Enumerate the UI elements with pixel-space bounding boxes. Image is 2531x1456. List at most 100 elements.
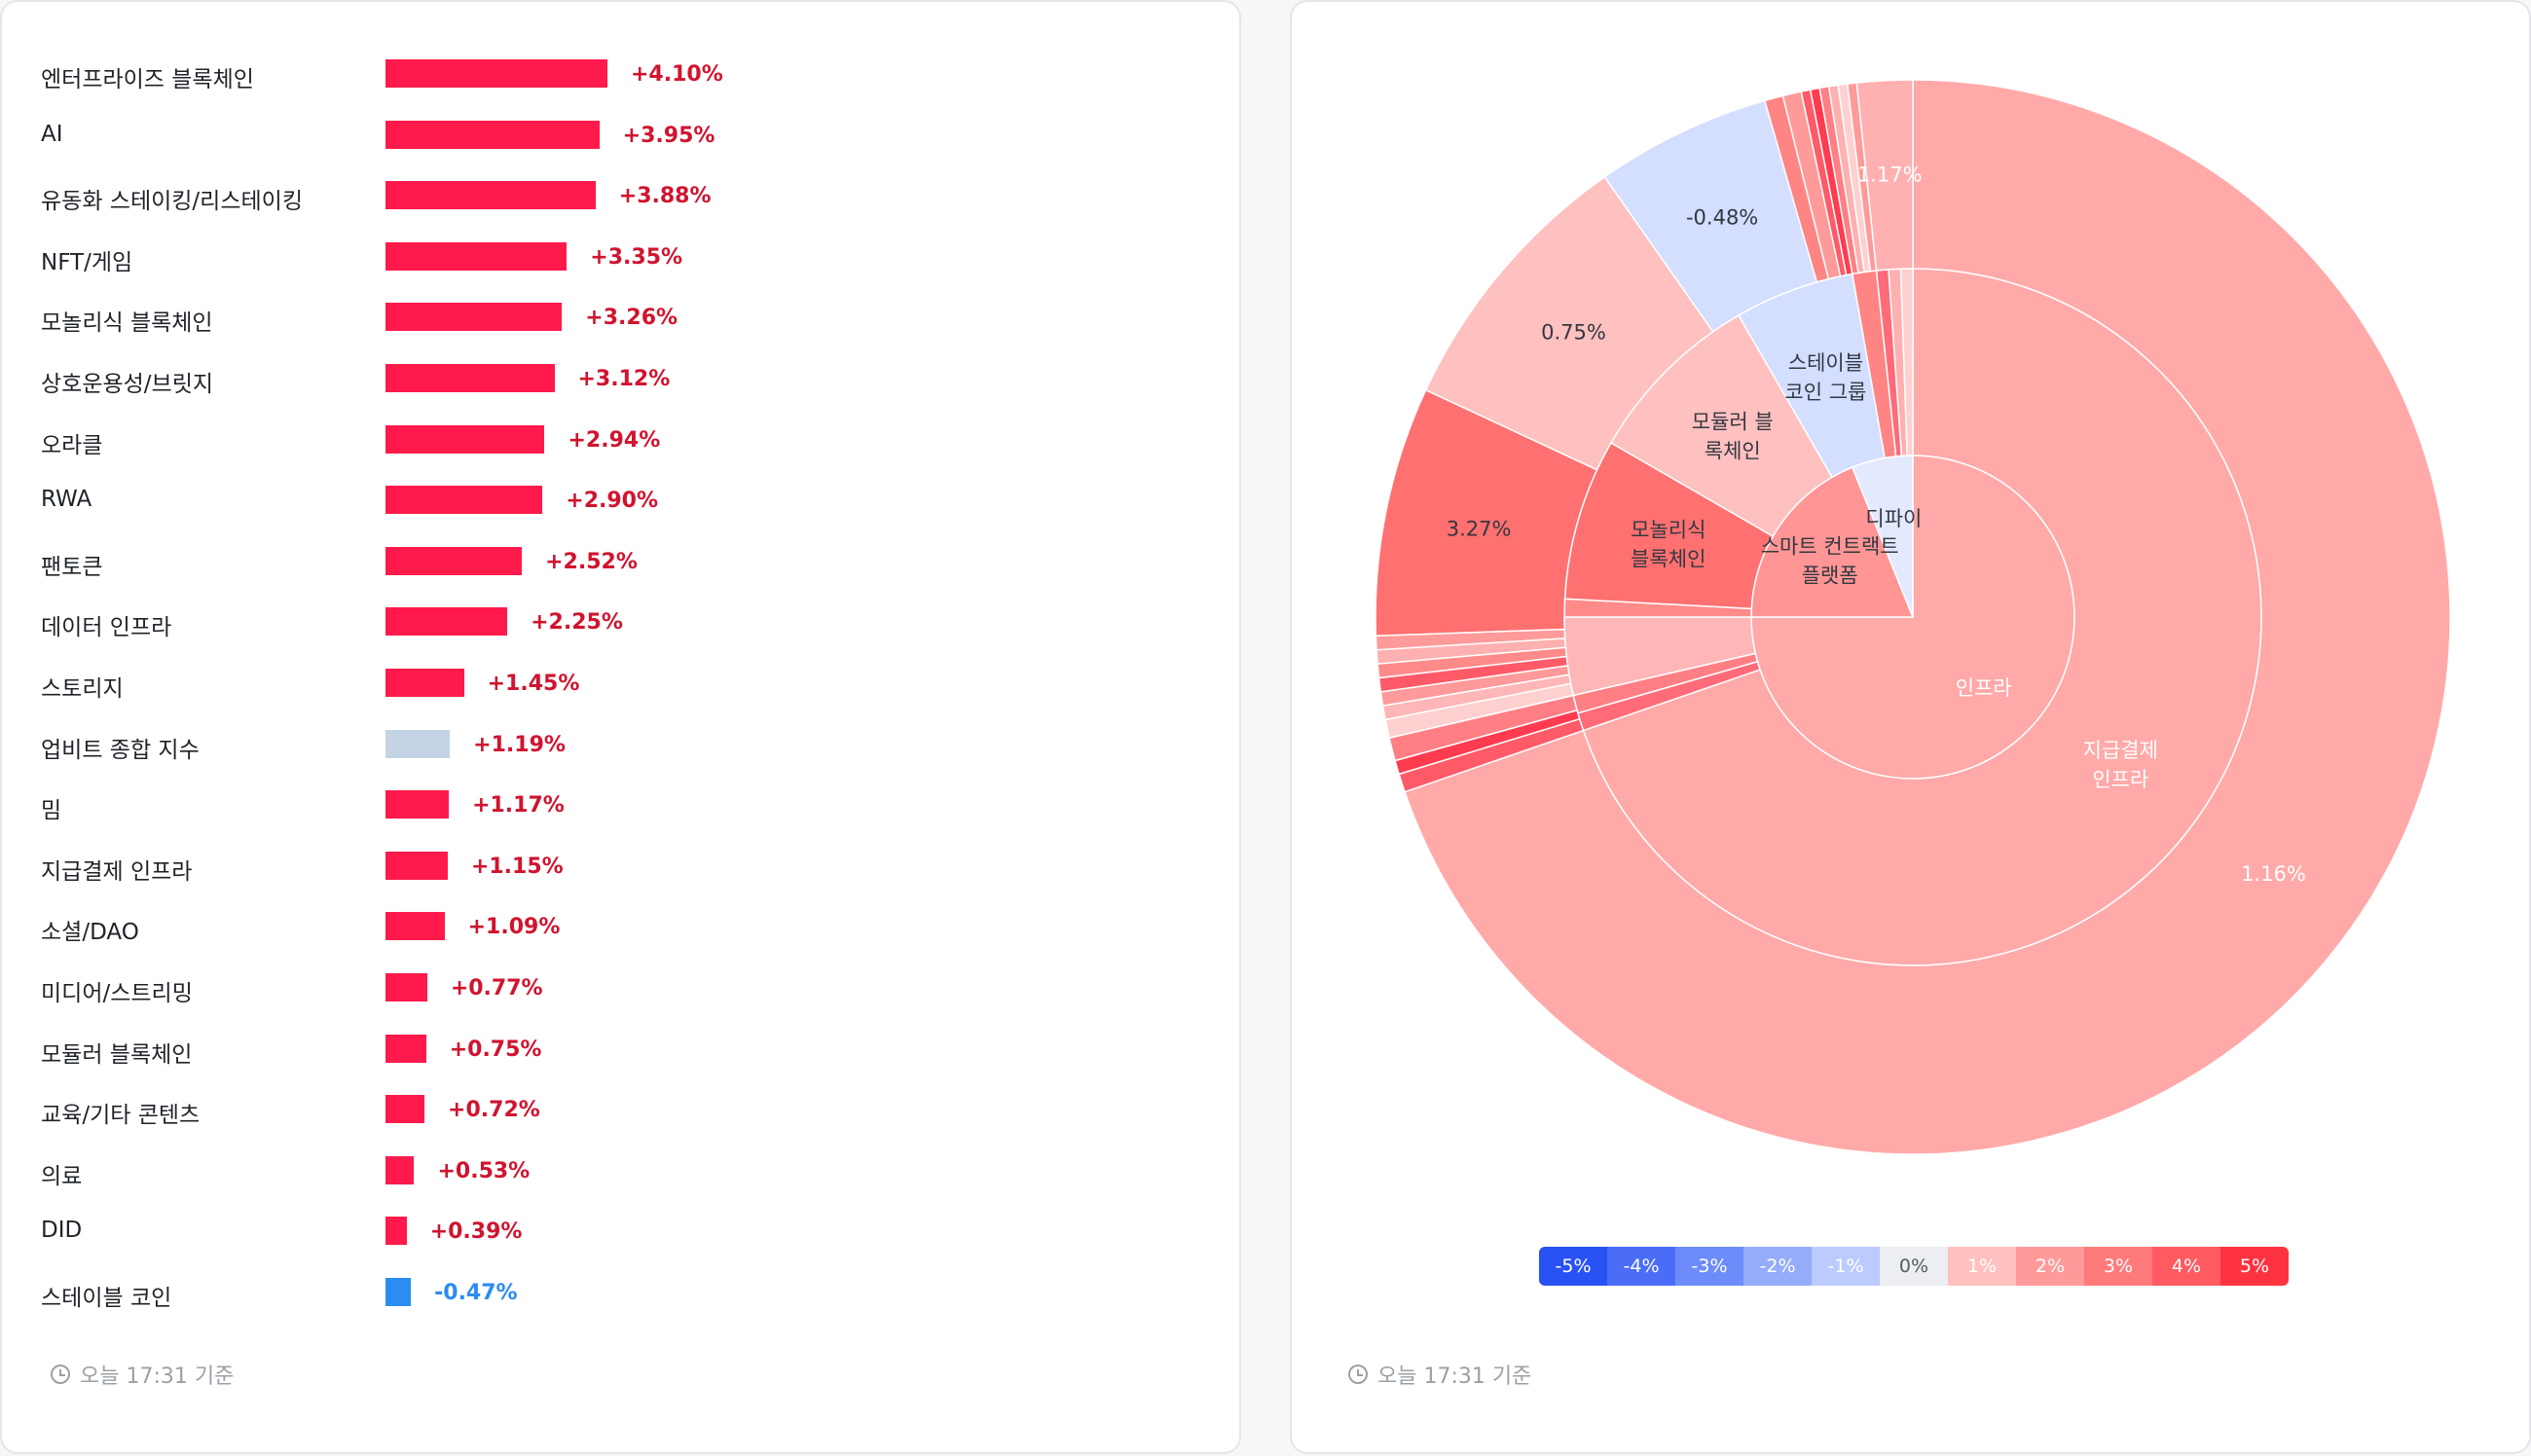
bar-category-label: 데이터 인프라: [41, 615, 172, 641]
bar-value-label: +3.12%: [577, 367, 671, 391]
bar-category-label: RWA: [41, 487, 92, 513]
bar-value-label: +0.39%: [429, 1219, 523, 1245]
bar-row[interactable]: 스토리지 +1.45%: [41, 664, 1209, 703]
bar-row[interactable]: DID +0.39%: [41, 1212, 1209, 1251]
bar-category-label: 스테이블 코인: [41, 1286, 172, 1311]
bar-row[interactable]: NFT/게임 +3.35%: [41, 237, 1209, 276]
legend-swatch: -1%: [1812, 1247, 1880, 1286]
bar-row[interactable]: 밈 +1.17%: [41, 785, 1209, 824]
color-scale-legend: -5% -4% -3% -2% -1% 0% 1% 2% 3% 4% 5%: [1539, 1247, 2289, 1286]
sunburst-label: 1.16%: [2241, 862, 2306, 886]
bar-row[interactable]: 엔터프라이즈 블록체인 +4.10%: [41, 55, 1209, 93]
bar-category-label: 교육/기타 콘텐츠: [41, 1103, 201, 1129]
bar: [385, 364, 555, 392]
bar-chart-card: 엔터프라이즈 블록체인 +4.10% AI +3.95% 유동화 스테이킹/리스테이킹 +…: [0, 0, 1241, 1454]
bar: [385, 59, 607, 88]
bar: [385, 1155, 415, 1184]
bar-row[interactable]: 모듈러 블록체인 +0.75%: [41, 1030, 1209, 1069]
bar: [385, 790, 450, 819]
bar-value-label: +0.77%: [450, 976, 543, 1001]
bar-category-label: 미디어/스트리밍: [41, 981, 193, 1006]
bar-value-label: +2.52%: [545, 549, 638, 574]
bar-value-label: +1.15%: [470, 854, 564, 879]
bar-category-label: 팬토큰: [41, 554, 103, 580]
bar-row[interactable]: 지급결제 인프라 +1.15%: [41, 847, 1209, 886]
bar-row[interactable]: 상호운용성/브릿지 +3.12%: [41, 359, 1209, 398]
bar: [385, 607, 508, 637]
legend-swatch: -3%: [1675, 1247, 1743, 1286]
left-footer-text: 오늘 17:31 기준: [80, 1365, 235, 1389]
bar-category-label: DID: [41, 1218, 83, 1244]
sunburst-card: 인프라 스마트 컨트랙트 플랫폼 디파이 지급결제 인프라 모놀리식 블록체인 모듈러 블 록체인…: [1290, 0, 2531, 1454]
bar-value-label: +1.19%: [473, 732, 566, 757]
bar-category-label: 소셜/DAO: [41, 920, 139, 946]
legend-swatch: 3%: [2084, 1247, 2152, 1286]
bar-category-label: NFT/게임: [41, 249, 133, 275]
sunburst-label: 1.17%: [1857, 164, 1923, 187]
bar-row[interactable]: 교육/기타 콘텐츠 +0.72%: [41, 1090, 1209, 1129]
bar-category-label: 모놀리식 블록체인: [41, 310, 213, 337]
bar-row[interactable]: 소셜/DAO +1.09%: [41, 907, 1209, 946]
bar-value-label: +0.75%: [449, 1037, 542, 1062]
sunburst-segment-outer[interactable]: [1404, 79, 2451, 1155]
bar: [385, 1095, 425, 1124]
sunburst-label: 모듈러 블 록체인: [1692, 411, 1774, 463]
bar-category-label: 밈: [41, 798, 62, 824]
bar-category-label: 상호운용성/브릿지: [41, 372, 214, 397]
bar-value-label: +3.35%: [590, 244, 683, 270]
bar-row[interactable]: 미디어/스트리밍 +0.77%: [41, 968, 1209, 1007]
bar-row[interactable]: 모놀리식 블록체인 +3.26%: [41, 298, 1209, 337]
sunburst-segment-outer[interactable]: [1855, 79, 1914, 272]
bar-category-label: 지급결제 인프라: [41, 858, 193, 885]
bar: [385, 912, 445, 941]
bar-row[interactable]: RWA +2.90%: [41, 481, 1209, 520]
bar-value-label: +4.10%: [631, 62, 723, 87]
bar-value-label: +2.90%: [566, 489, 659, 514]
bar: [385, 546, 523, 575]
bar-category-label: 유동화 스테이킹/리스테이킹: [41, 189, 303, 215]
bar-value-label: +3.95%: [622, 123, 715, 148]
sunburst-label: 3.27%: [1447, 517, 1512, 540]
bar-category-label: 오라클: [41, 432, 103, 458]
bar-category-label: 엔터프라이즈 블록체인: [41, 67, 254, 92]
bar-row[interactable]: 의료 +0.53%: [41, 1151, 1209, 1190]
bar-row[interactable]: AI +3.95%: [41, 116, 1209, 155]
clock-icon: [51, 1365, 70, 1384]
bar: [385, 424, 545, 454]
legend-swatch: 0%: [1880, 1247, 1948, 1286]
legend-swatch: 5%: [2220, 1247, 2289, 1286]
sunburst-label: 모놀리식 블록체인: [1631, 519, 1706, 571]
bar-category-label: 의료: [41, 1163, 83, 1189]
sunburst-label: 인프라: [1956, 676, 2012, 700]
bar-row[interactable]: 데이터 인프라 +2.25%: [41, 602, 1209, 641]
bar-category-label: AI: [41, 121, 63, 147]
bar: [385, 1034, 426, 1063]
bar-category-label: 스토리지: [41, 676, 124, 702]
bar-row[interactable]: 업비트 종합 지수 +1.19%: [41, 725, 1209, 764]
bar: [385, 729, 451, 758]
sunburst-label: 스테이블 코인 그룹: [1784, 351, 1866, 404]
legend-swatch: 1%: [1948, 1247, 2016, 1286]
bar: [385, 303, 563, 332]
bar-value-label: +0.53%: [437, 1158, 531, 1183]
sunburst-label: 스마트 컨트랙트 플랫폼: [1761, 534, 1899, 587]
bar: [385, 181, 596, 210]
legend-swatch: 2%: [2016, 1247, 2084, 1286]
left-footer: 오늘 17:31 기준: [51, 1359, 234, 1390]
sunburst-label: -0.48%: [1686, 205, 1758, 229]
bar: [385, 851, 448, 880]
legend-swatch: -4%: [1607, 1247, 1675, 1286]
bar-row[interactable]: 유동화 스테이킹/리스테이킹 +3.88%: [41, 176, 1209, 215]
bar-category-label: 업비트 종합 지수: [41, 737, 200, 763]
bar-row[interactable]: 팬토큰 +2.52%: [41, 542, 1209, 581]
clock-icon: [1348, 1365, 1368, 1384]
bar: [385, 1217, 407, 1246]
right-footer-text: 오늘 17:31 기준: [1377, 1365, 1532, 1389]
bar-value-label: +2.25%: [531, 610, 623, 636]
bar-row[interactable]: 스테이블 코인 -0.47%: [41, 1273, 1209, 1312]
bar-row[interactable]: 오라클 +2.94%: [41, 420, 1209, 459]
bar-value-label: +1.09%: [467, 915, 561, 940]
right-footer: 오늘 17:31 기준: [1348, 1359, 1531, 1390]
bar-value-label: +3.88%: [618, 184, 712, 209]
